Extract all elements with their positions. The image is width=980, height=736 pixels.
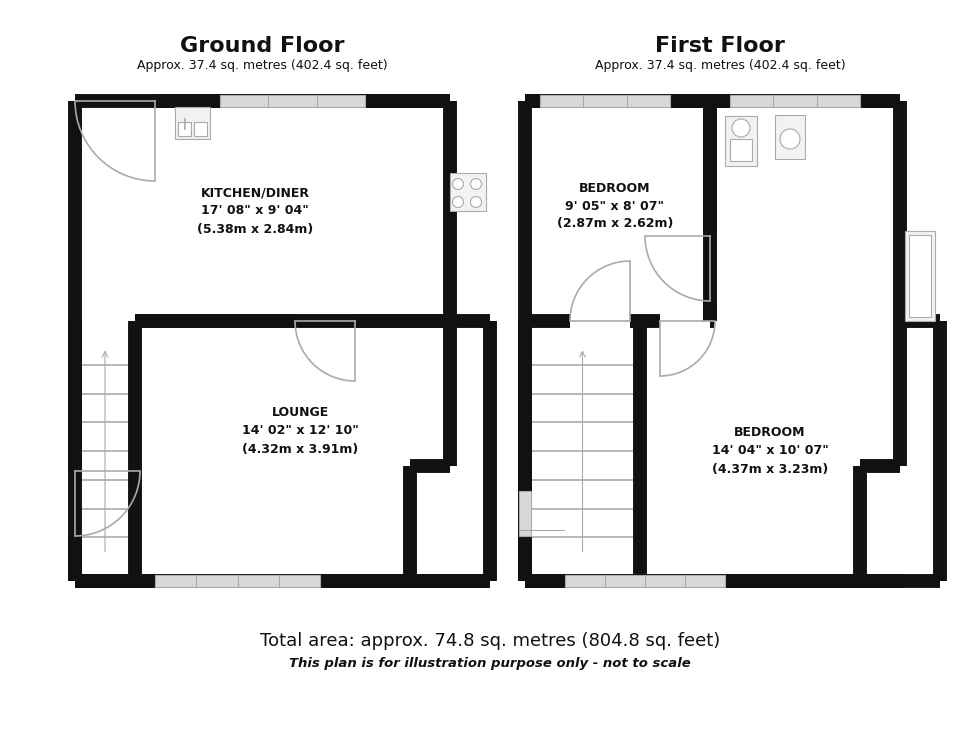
Circle shape	[780, 129, 800, 149]
Bar	[194, 122, 207, 136]
Text: Ground Floor: Ground Floor	[179, 36, 344, 56]
Circle shape	[453, 179, 464, 189]
Text: LOUNGE
14' 02" x 12' 10"
(4.32m x 3.91m): LOUNGE 14' 02" x 12' 10" (4.32m x 3.91m)	[241, 406, 359, 456]
Bar	[565, 575, 725, 587]
Bar	[540, 95, 670, 107]
Bar	[905, 231, 935, 321]
Text: Approx. 37.4 sq. metres (402.4 sq. feet): Approx. 37.4 sq. metres (402.4 sq. feet)	[136, 60, 387, 73]
Bar	[178, 122, 191, 136]
Bar	[725, 116, 757, 166]
Text: This plan is for illustration purpose only - not to scale: This plan is for illustration purpose on…	[289, 657, 691, 670]
Bar	[730, 139, 752, 161]
Bar	[730, 95, 860, 107]
Bar	[155, 575, 320, 587]
Bar	[220, 95, 365, 107]
Text: Total area: approx. 74.8 sq. metres (804.8 sq. feet): Total area: approx. 74.8 sq. metres (804…	[260, 632, 720, 650]
Bar	[175, 107, 210, 139]
Circle shape	[470, 197, 481, 208]
Text: BEDROOM
14' 04" x 10' 07"
(4.37m x 3.23m): BEDROOM 14' 04" x 10' 07" (4.37m x 3.23m…	[711, 426, 828, 475]
Text: KITCHEN/DINER
17' 08" x 9' 04"
(5.38m x 2.84m): KITCHEN/DINER 17' 08" x 9' 04" (5.38m x …	[197, 186, 314, 236]
Bar	[450, 173, 486, 211]
Bar	[519, 491, 531, 536]
Bar	[775, 115, 805, 159]
Text: BEDROOM
9' 05" x 8' 07"
(2.87m x 2.62m): BEDROOM 9' 05" x 8' 07" (2.87m x 2.62m)	[557, 182, 673, 230]
Circle shape	[732, 119, 750, 137]
Text: First Floor: First Floor	[655, 36, 785, 56]
Text: Approx. 37.4 sq. metres (402.4 sq. feet): Approx. 37.4 sq. metres (402.4 sq. feet)	[595, 60, 846, 73]
Circle shape	[470, 179, 481, 189]
Bar	[909, 235, 931, 317]
Circle shape	[453, 197, 464, 208]
